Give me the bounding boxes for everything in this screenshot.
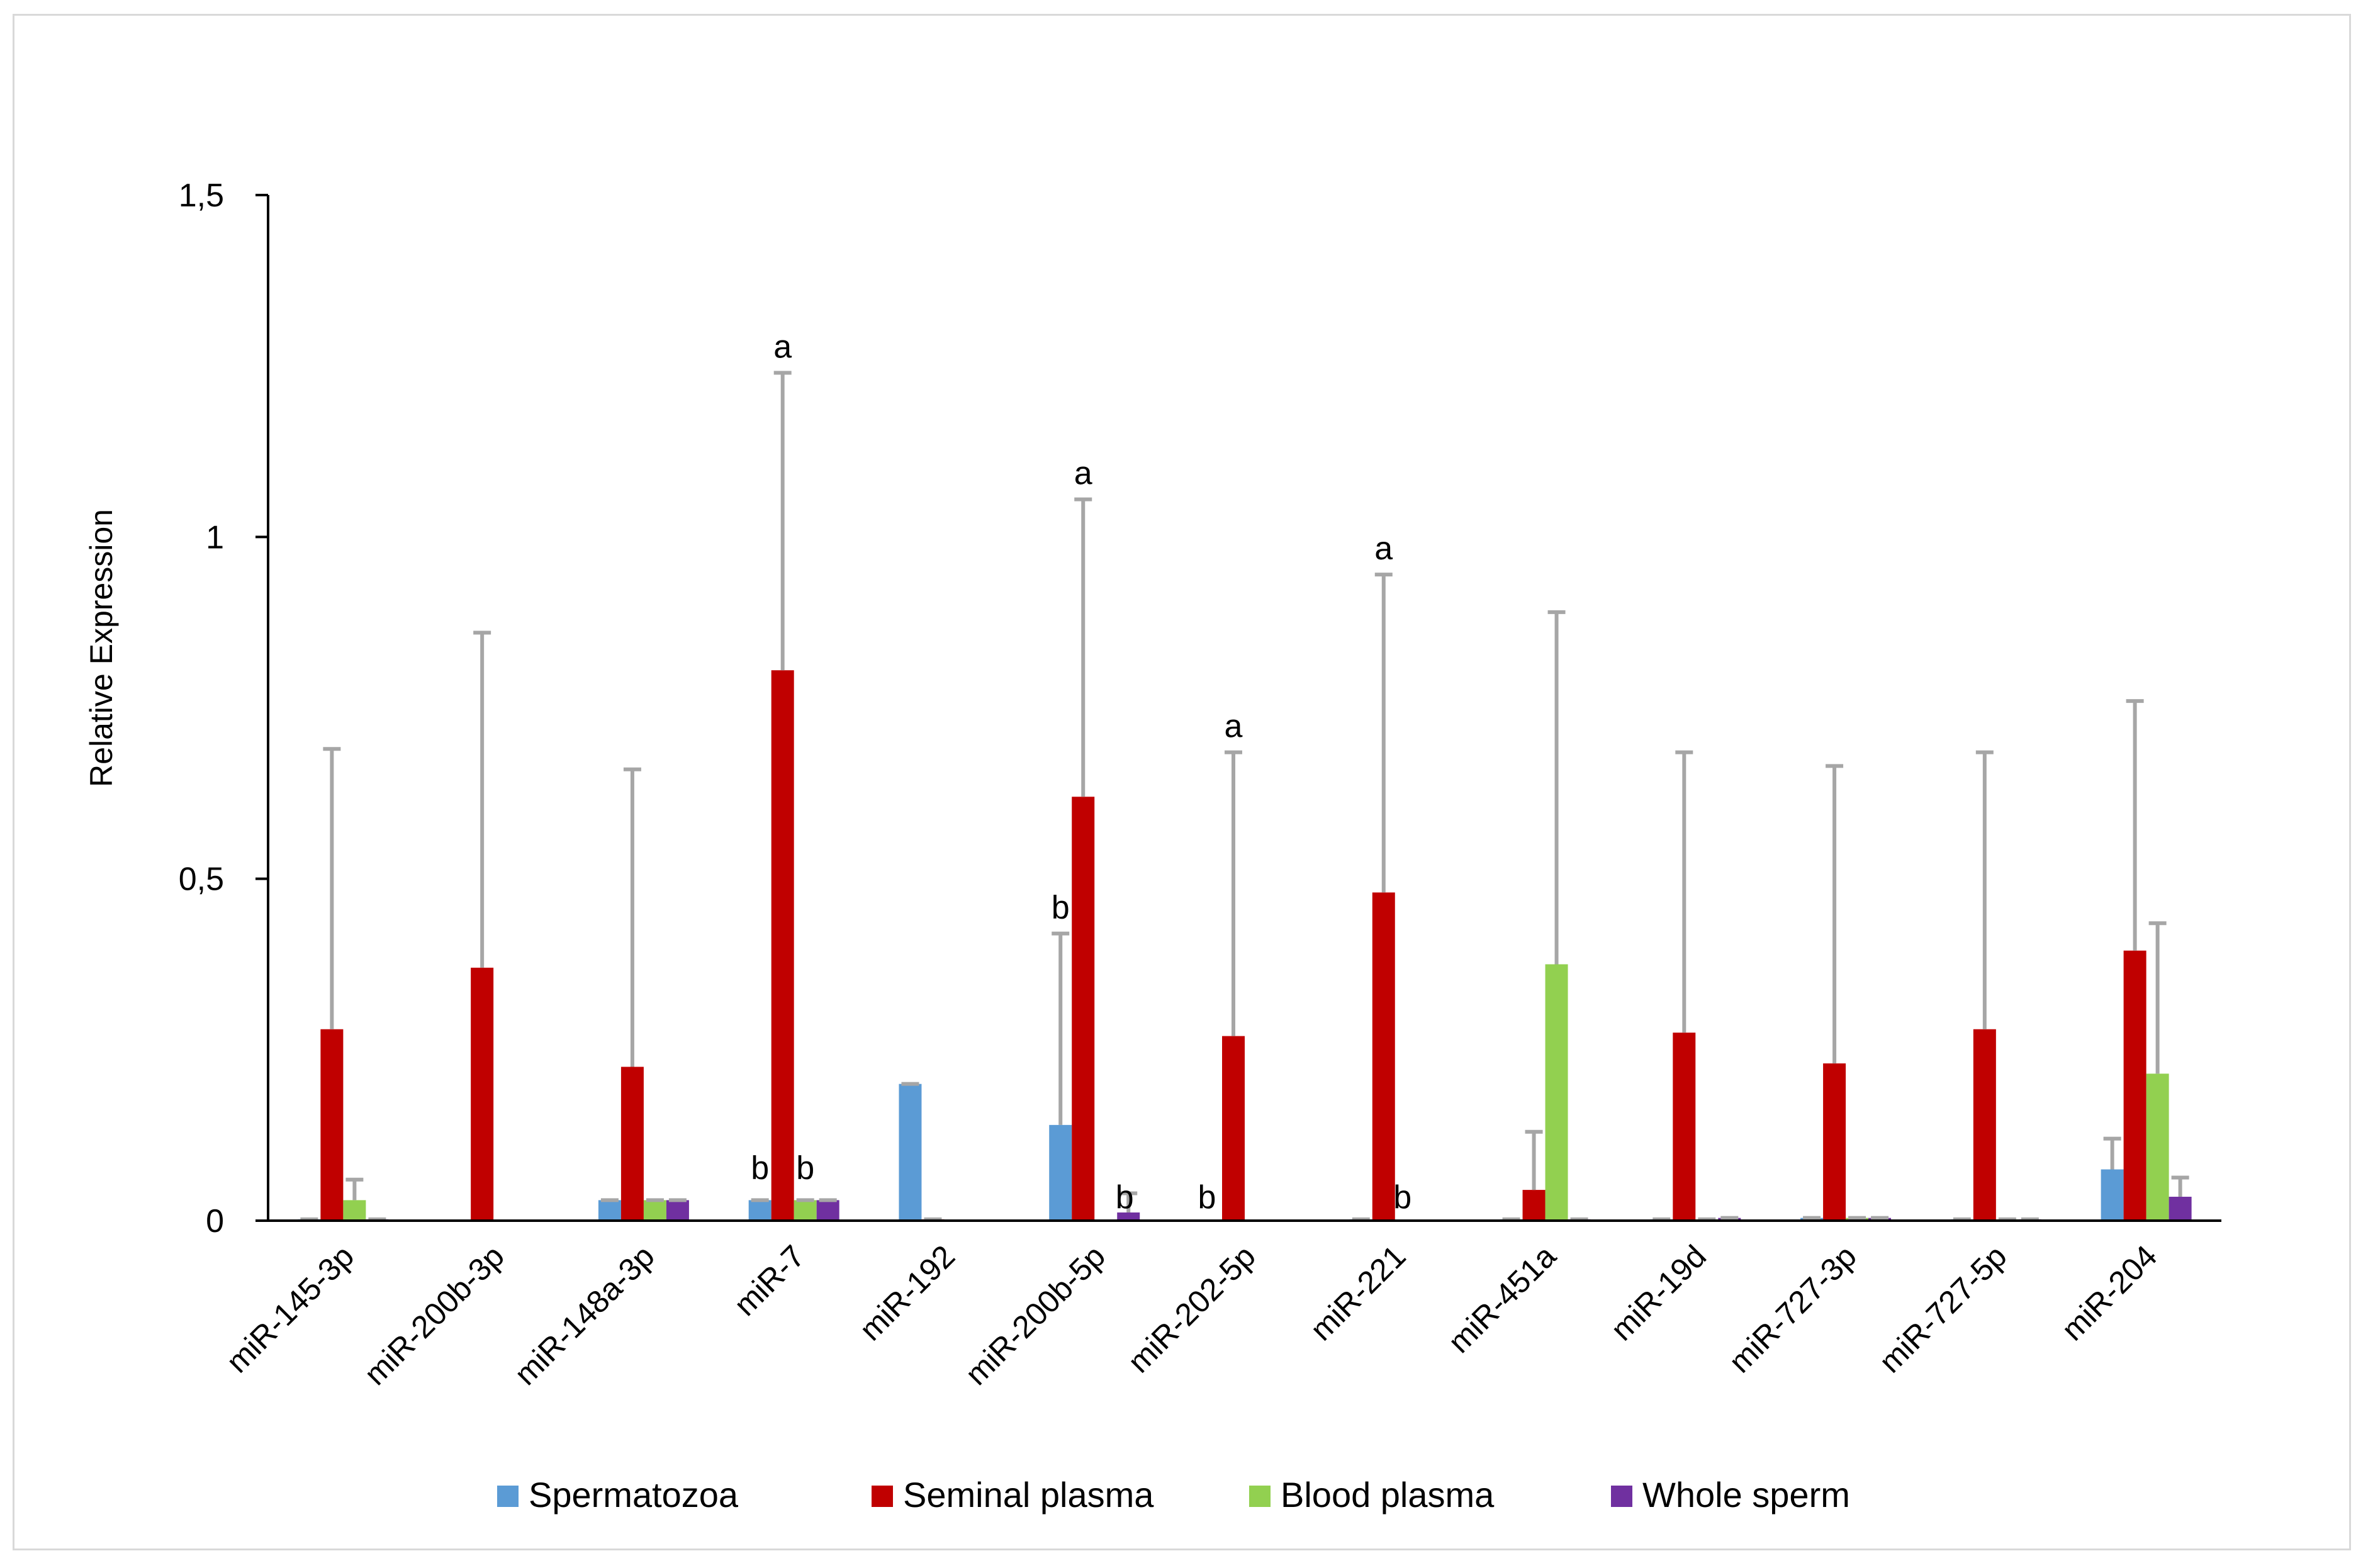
error-bar-seminal-plasma-miR-19d [1675, 750, 1693, 1033]
error-bar-blood-plasma-miR-204 [2148, 921, 2167, 1074]
error-bar-seminal-plasma-miR-145-3p [323, 747, 341, 1029]
bar-seminal-plasma-miR-200b-3p [471, 967, 494, 1221]
significance-letter-whole-sperm-miR-200b-5p: b [1116, 1179, 1134, 1216]
chart-frame [13, 14, 2351, 1550]
bar-seminal-plasma-miR-145-3p [320, 1029, 344, 1221]
legend-item-blood-plasma: Blood plasma [1249, 1475, 1495, 1515]
bar-seminal-plasma-miR-202-5p [1222, 1036, 1245, 1221]
bar-blood-plasma-miR-451a [1545, 964, 1568, 1221]
x-tick-label-miR-7: miR-7 [727, 1238, 812, 1323]
significance-letter-seminal-plasma-miR-221: a [1374, 530, 1393, 567]
significance-letter-spermatozoa-miR-200b-5p: b [1052, 890, 1070, 926]
significance-letter-blood-plasma-miR-221: b [1393, 1179, 1411, 1216]
bar-seminal-plasma-miR-148a-3p [620, 1067, 644, 1221]
bar-spermatozoa-miR-204 [2101, 1169, 2124, 1221]
bar-whole-sperm-miR-204 [2169, 1196, 2192, 1221]
bar-seminal-plasma-miR-200b-5p [1072, 797, 1095, 1221]
bar-whole-sperm-miR-7 [816, 1200, 839, 1221]
error-bar-seminal-plasma-miR-200b-3p [473, 630, 491, 968]
y-tick-label: 0,5 [179, 861, 224, 898]
bar-seminal-plasma-miR-451a [1522, 1190, 1546, 1221]
bar-spermatozoa-miR-7 [748, 1200, 772, 1221]
x-tick-label-miR-192: miR-192 [853, 1238, 962, 1347]
error-bar-seminal-plasma-miR-727-3p [1826, 764, 1844, 1064]
significance-letter-seminal-plasma-miR-7: a [773, 329, 792, 366]
legend-label: Whole sperm [1642, 1475, 1850, 1515]
bar-seminal-plasma-miR-19d [1673, 1033, 1696, 1221]
significance-letter-seminal-plasma-miR-202-5p: a [1225, 708, 1243, 745]
legend-swatch [872, 1486, 893, 1507]
error-bar-whole-sperm-miR-200b-5p [1119, 1191, 1138, 1212]
error-bar-seminal-plasma-miR-7 [773, 371, 792, 671]
legend: Spermatozoa Seminal plasma Blood plasma Who… [497, 1475, 1850, 1515]
bar-blood-plasma-miR-7 [794, 1200, 817, 1221]
error-bar-whole-sperm-miR-204 [2171, 1175, 2189, 1197]
bar-seminal-plasma-miR-221 [1372, 892, 1395, 1221]
error-bar-seminal-plasma-miR-148a-3p [623, 767, 641, 1067]
x-tick-label-miR-727-5p: miR-727-5p [1872, 1238, 2013, 1379]
legend-label: Seminal plasma [903, 1475, 1154, 1515]
error-bar-seminal-plasma-miR-200b-5p [1074, 497, 1092, 797]
y-tick-label: 1,5 [179, 177, 224, 214]
bar-spermatozoa-miR-192 [899, 1084, 922, 1221]
error-bar-blood-plasma-miR-145-3p [345, 1177, 364, 1201]
error-bar-seminal-plasma-miR-727-5p [1975, 750, 1994, 1029]
error-bar-seminal-plasma-miR-221 [1374, 573, 1393, 893]
legend-label: Blood plasma [1281, 1475, 1495, 1515]
error-bar-spermatozoa-miR-200b-5p [1052, 931, 1070, 1125]
x-tick-label-miR-202-5p: miR-202-5p [1121, 1238, 1262, 1379]
significance-letter-spermatozoa-miR-202-5p: b [1198, 1179, 1216, 1216]
error-bar-seminal-plasma-miR-204 [2126, 699, 2144, 951]
legend-swatch [1249, 1486, 1271, 1507]
legend-swatch [497, 1486, 519, 1507]
bar-spermatozoa-miR-148a-3p [598, 1200, 621, 1221]
error-bar-blood-plasma-miR-451a [1547, 610, 1566, 965]
x-tick-label-miR-148a-3p: miR-148a-3p [508, 1238, 661, 1392]
y-tick-label: 1 [206, 519, 224, 556]
bar-seminal-plasma-miR-204 [2123, 950, 2146, 1221]
x-tick-label-miR-221: miR-221 [1303, 1238, 1412, 1347]
legend-label: Spermatozoa [529, 1475, 739, 1515]
bar-whole-sperm-miR-148a-3p [666, 1200, 689, 1221]
bar-spermatozoa-miR-200b-5p [1049, 1124, 1072, 1221]
x-tick-label-miR-200b-5p: miR-200b-5p [958, 1238, 1112, 1392]
axes-layer [267, 195, 2221, 1222]
x-tick-label-miR-145-3p: miR-145-3p [220, 1238, 361, 1379]
legend-item-seminal-plasma: Seminal plasma [872, 1475, 1154, 1515]
bar-blood-plasma-miR-148a-3p [643, 1200, 666, 1221]
error-bar-seminal-plasma-miR-202-5p [1225, 750, 1242, 1036]
bar-seminal-plasma-miR-727-3p [1823, 1063, 1846, 1221]
bar-seminal-plasma-miR-727-5p [1973, 1029, 1996, 1221]
significance-letter-spermatozoa-miR-7: b [751, 1150, 769, 1186]
significance-letter-blood-plasma-miR-7: b [796, 1150, 814, 1186]
x-tick-label-miR-19d: miR-19d [1604, 1238, 1713, 1347]
bar-seminal-plasma-miR-7 [771, 670, 794, 1221]
x-tick-label-miR-200b-3p: miR-200b-3p [357, 1238, 511, 1392]
y-ticks-layer: 0 0,5 1 1,5 [179, 177, 268, 1240]
bar-blood-plasma-miR-204 [2146, 1073, 2169, 1221]
x-tick-label-miR-204: miR-204 [2055, 1238, 2163, 1347]
x-tick-label-miR-727-3p: miR-727-3p [1722, 1238, 1863, 1379]
x-tick-label-miR-451a: miR-451a [1441, 1238, 1563, 1360]
error-bar-seminal-plasma-miR-451a [1525, 1129, 1543, 1190]
error-bars-layer [300, 371, 2189, 1221]
y-axis-title: Relative Expression [84, 509, 119, 787]
bar-whole-sperm-miR-200b-5p [1117, 1212, 1140, 1221]
legend-item-spermatozoa: Spermatozoa [497, 1475, 739, 1515]
error-bar-spermatozoa-miR-204 [2103, 1136, 2121, 1170]
legend-item-whole-sperm: Whole sperm [1611, 1475, 1850, 1515]
bars-layer [298, 670, 2192, 1221]
y-tick-label: 0 [206, 1203, 224, 1240]
bar-blood-plasma-miR-145-3p [343, 1200, 366, 1221]
significance-letter-seminal-plasma-miR-200b-5p: a [1074, 456, 1092, 492]
legend-swatch [1611, 1486, 1632, 1507]
